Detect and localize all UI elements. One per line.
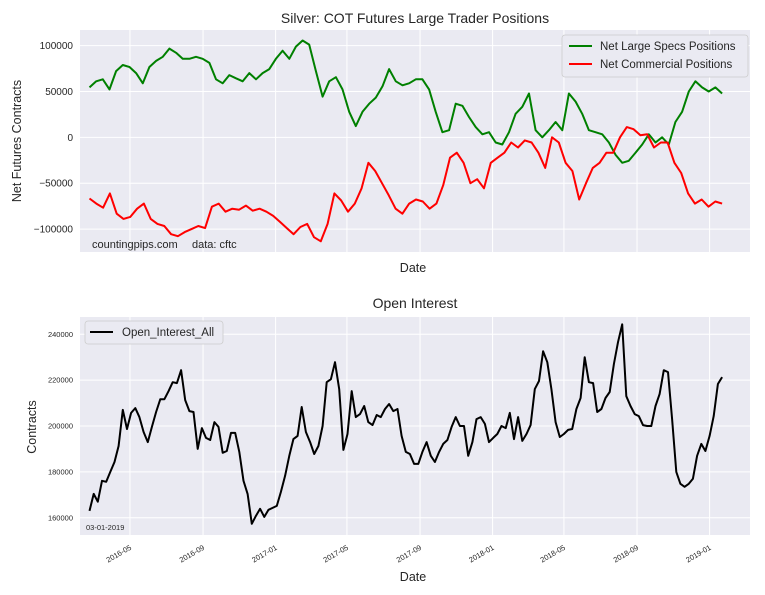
x-tick-label: 2016-09 xyxy=(178,543,206,565)
open-interest-y-tick-label: 160000 xyxy=(48,513,73,522)
legend-commercial-label: Net Commercial Positions xyxy=(600,59,733,71)
source-annotation: countingpips.com xyxy=(92,239,178,251)
positions-y-ticks: 100000 50000 0 −50000 −100000 xyxy=(34,41,74,235)
series-line-open-interest-all xyxy=(88,323,723,525)
positions-y-tick-label: 100000 xyxy=(40,41,74,52)
open-interest-y-axis-label: Contracts xyxy=(25,400,39,454)
x-tick-label: 2017-05 xyxy=(322,543,350,565)
x-tick-label: 2018-01 xyxy=(467,543,495,565)
data-annotation: data: cftc xyxy=(192,239,237,251)
positions-y-tick-label: 0 xyxy=(67,133,73,144)
open-interest-y-tick-label: 180000 xyxy=(48,468,73,477)
open-interest-x-axis-label: Date xyxy=(400,570,426,584)
date-annotation: 03-01-2019 xyxy=(86,523,124,532)
x-tick-label: 2018-09 xyxy=(612,543,640,565)
positions-chart-title: Silver: COT Futures Large Trader Positio… xyxy=(281,10,549,26)
open-interest-x-ticks: 2016-05 2016-09 2017-01 2017-05 2017-09 2018-… xyxy=(105,543,713,565)
x-tick-label: 2017-09 xyxy=(395,543,423,565)
legend-open-interest-label: Open_Interest_All xyxy=(122,327,214,339)
open-interest-y-tick-label: 240000 xyxy=(48,330,73,339)
positions-y-tick-label: −50000 xyxy=(39,179,73,190)
series-line-net-large-specs-positions xyxy=(88,39,723,164)
x-tick-label: 2017-01 xyxy=(250,543,278,565)
positions-y-tick-label: 50000 xyxy=(45,87,73,98)
positions-x-axis-label: Date xyxy=(400,261,426,275)
x-tick-label: 2019-01 xyxy=(684,543,712,565)
open-interest-y-tick-label: 200000 xyxy=(48,422,73,431)
positions-legend: Net Large Specs Positions Net Commercial… xyxy=(561,34,749,78)
positions-y-tick-label: −100000 xyxy=(34,225,74,236)
open-interest-chart-title: Open Interest xyxy=(373,295,458,311)
positions-chart: Silver: COT Futures Large Trader Positio… xyxy=(10,10,750,275)
series-line-net-commercial-positions xyxy=(88,126,723,243)
legend-specs-label: Net Large Specs Positions xyxy=(600,41,736,53)
open-interest-gridlines xyxy=(80,317,750,535)
x-tick-label: 2016-05 xyxy=(105,543,133,565)
x-tick-label: 2018-05 xyxy=(539,543,567,565)
open-interest-chart: Open Interest 240000 220000 200000 180000 16… xyxy=(25,295,750,584)
open-interest-y-tick-label: 220000 xyxy=(48,376,73,385)
positions-series xyxy=(88,39,723,243)
open-interest-y-ticks: 240000 220000 200000 180000 160000 xyxy=(48,330,73,523)
positions-y-axis-label: Net Futures Contracts xyxy=(10,80,24,202)
open-interest-legend: Open_Interest_All xyxy=(84,320,224,345)
open-interest-series xyxy=(88,323,723,525)
